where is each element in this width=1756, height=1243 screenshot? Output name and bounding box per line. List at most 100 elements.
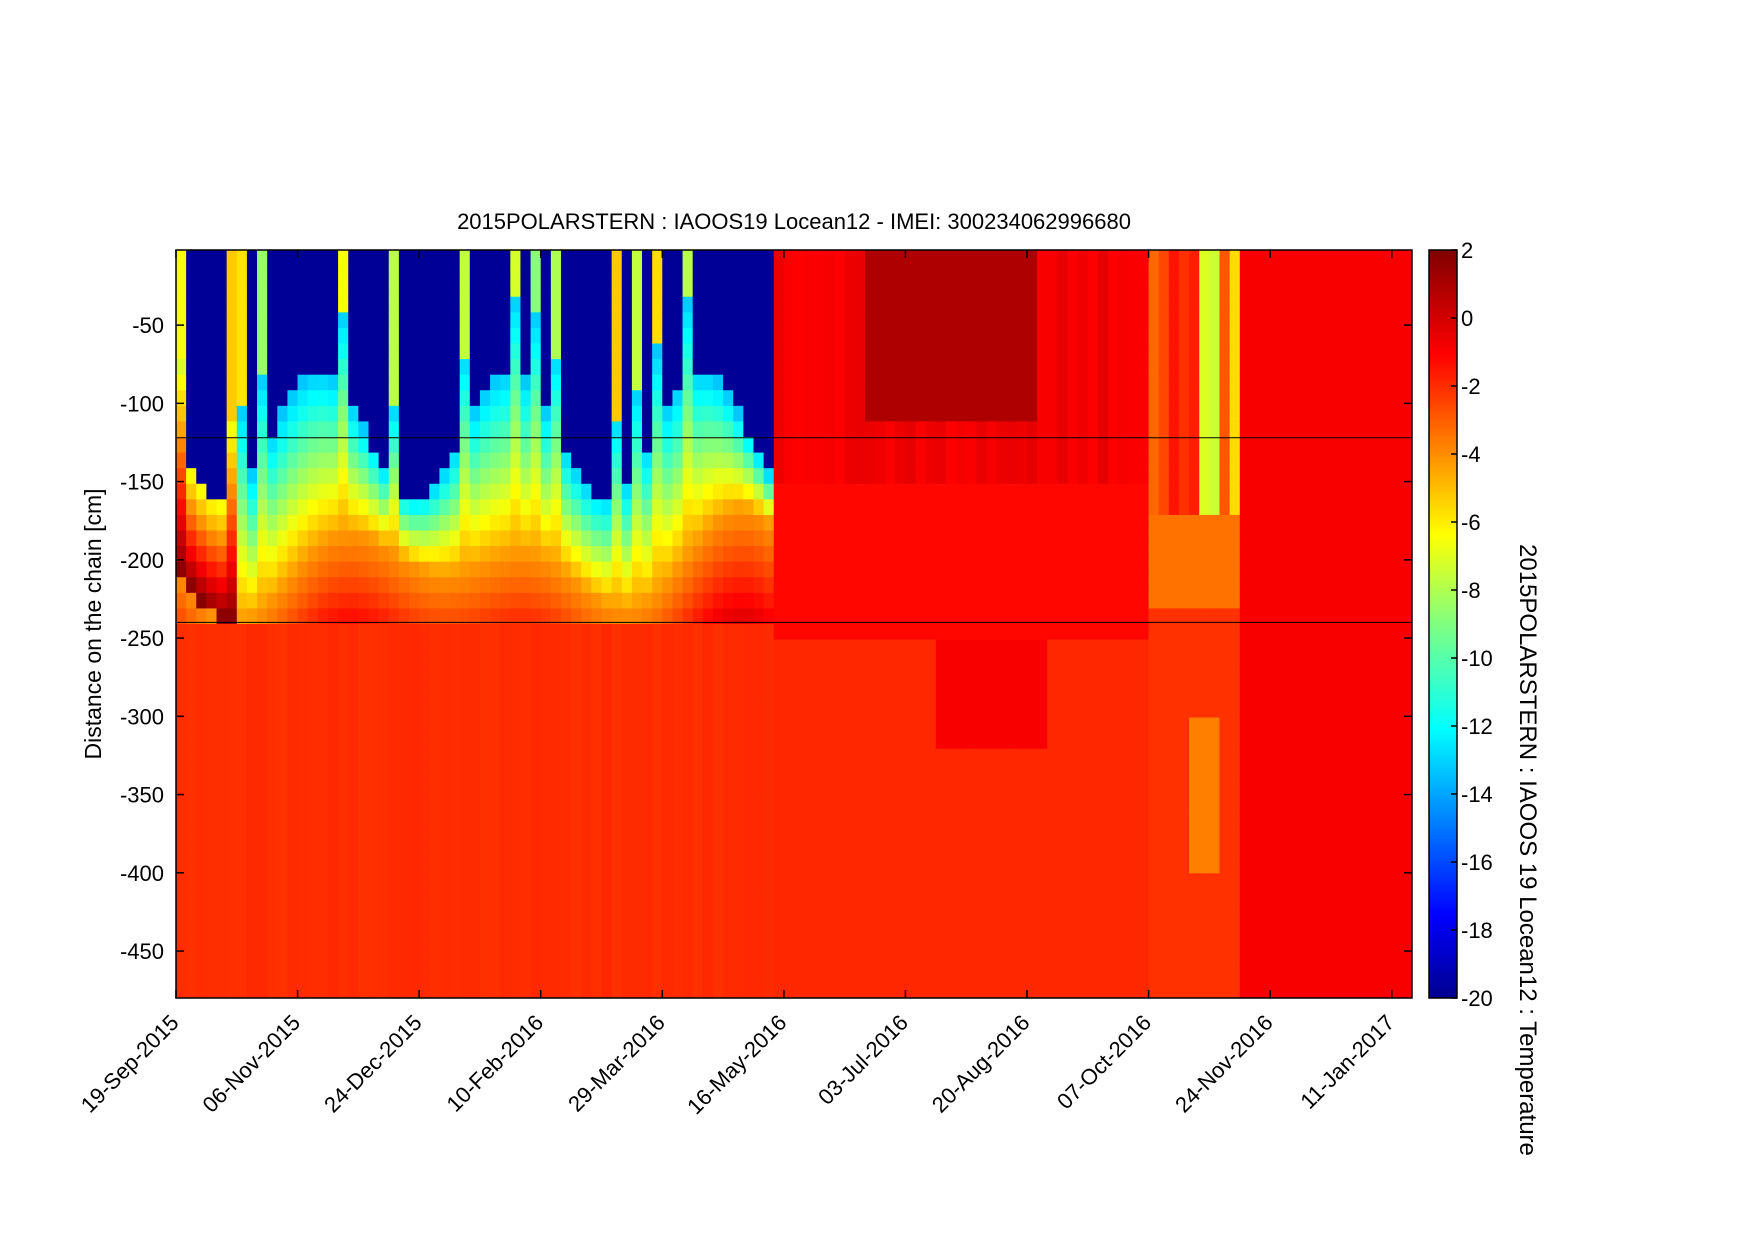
heatmap-cell [996,312,1008,329]
heatmap-cell [1027,546,1038,563]
heatmap-cell [398,312,410,329]
heatmap-cell [1097,857,1109,874]
heatmap-cell [885,530,896,547]
heatmap-cell [834,327,846,345]
heatmap-cell [743,842,755,859]
heatmap-cell [490,592,501,610]
heatmap-cell [520,421,532,438]
heatmap-cell [186,873,197,890]
heatmap-cell [1178,327,1190,345]
heatmap-cell [1006,857,1018,874]
heatmap-cell [571,701,582,719]
heatmap-cell [1027,873,1038,890]
heatmap-cell [409,483,420,500]
heatmap-cell [429,748,441,765]
heatmap-cell [297,935,309,952]
heatmap-cell [956,359,967,376]
heatmap-cell [246,748,258,765]
heatmap-cell [550,514,562,532]
heatmap-cell [996,764,1008,781]
heatmap-cell [905,951,917,968]
heatmap-cell [1178,296,1190,313]
heatmap-cell [459,826,471,843]
heatmap-cell [662,811,674,828]
heatmap-cell [672,499,684,516]
heatmap-cell [702,546,714,563]
heatmap-cell [682,639,694,656]
heatmap-cell [469,888,481,906]
heatmap-cell [1037,733,1048,750]
heatmap-cell [1067,468,1079,485]
heatmap-cell [996,639,1008,656]
heatmap-cell [976,873,988,890]
heatmap-cell [875,421,886,438]
heatmap-cell [540,966,552,984]
heatmap-cell [500,312,511,329]
heatmap-cell [976,826,988,843]
heatmap-cell [327,359,339,376]
heatmap-cell [763,982,775,998]
heatmap-cell [1067,670,1079,687]
heatmap-cell [925,857,937,874]
heatmap-cell [307,452,319,469]
heatmap-cell [743,483,755,500]
heatmap-cell [1158,327,1170,345]
heatmap-cell [794,468,805,485]
heatmap-cell [1219,437,1231,454]
heatmap-cell [783,639,795,656]
heatmap-cell [824,733,836,750]
heatmap-cell [246,546,258,563]
heatmap-cell [601,265,613,282]
heatmap-cell [611,359,623,376]
heatmap-cell [581,966,592,984]
heatmap-cell [307,405,319,423]
heatmap-cell [956,935,967,952]
heatmap-cell [966,842,977,859]
heatmap-cell [246,826,258,843]
heatmap-cell [854,250,866,267]
heatmap-cell [1006,842,1018,859]
heatmap-cell [824,265,836,282]
heatmap-cell [297,982,309,998]
heatmap-cell [571,826,582,843]
heatmap-cell [581,873,592,890]
heatmap-cell [429,717,441,734]
heatmap-cell [1097,935,1109,952]
heatmap-cell [1037,359,1048,376]
heatmap-cell [794,733,805,750]
heatmap-cell [723,670,734,687]
heatmap-cell [226,608,238,625]
heatmap-cell [996,966,1008,984]
heatmap-cell [186,312,197,329]
heatmap-cell [1148,951,1160,968]
heatmap-cell [783,888,795,906]
heatmap-cell [895,359,907,376]
heatmap-cell [439,483,451,500]
heatmap-cell [743,639,755,656]
heatmap-cell [1209,655,1221,672]
heatmap-cell [834,904,846,921]
heatmap-cell [702,670,714,687]
heatmap-cell [864,421,876,438]
heatmap-cell [1077,826,1089,843]
heatmap-cell [398,966,410,984]
heatmap-cell [611,857,623,874]
heatmap-cell [449,296,461,313]
heatmap-cell [196,920,207,937]
heatmap-cell [905,982,917,998]
heatmap-cell [956,374,967,391]
heatmap-cell [378,888,390,906]
heatmap-cell [1138,795,1150,812]
heatmap-cell [692,250,704,267]
heatmap-cell [1209,452,1221,469]
heatmap-cell [753,546,765,563]
heatmap-cell [804,670,815,687]
heatmap-cell [672,966,684,984]
heatmap-cell [956,296,967,313]
heatmap-cell [1209,483,1221,500]
heatmap-cell [804,639,815,656]
heatmap-cell [459,982,471,998]
heatmap-cell [1138,483,1150,500]
heatmap-cell [1209,624,1221,641]
heatmap-cell [317,857,329,874]
